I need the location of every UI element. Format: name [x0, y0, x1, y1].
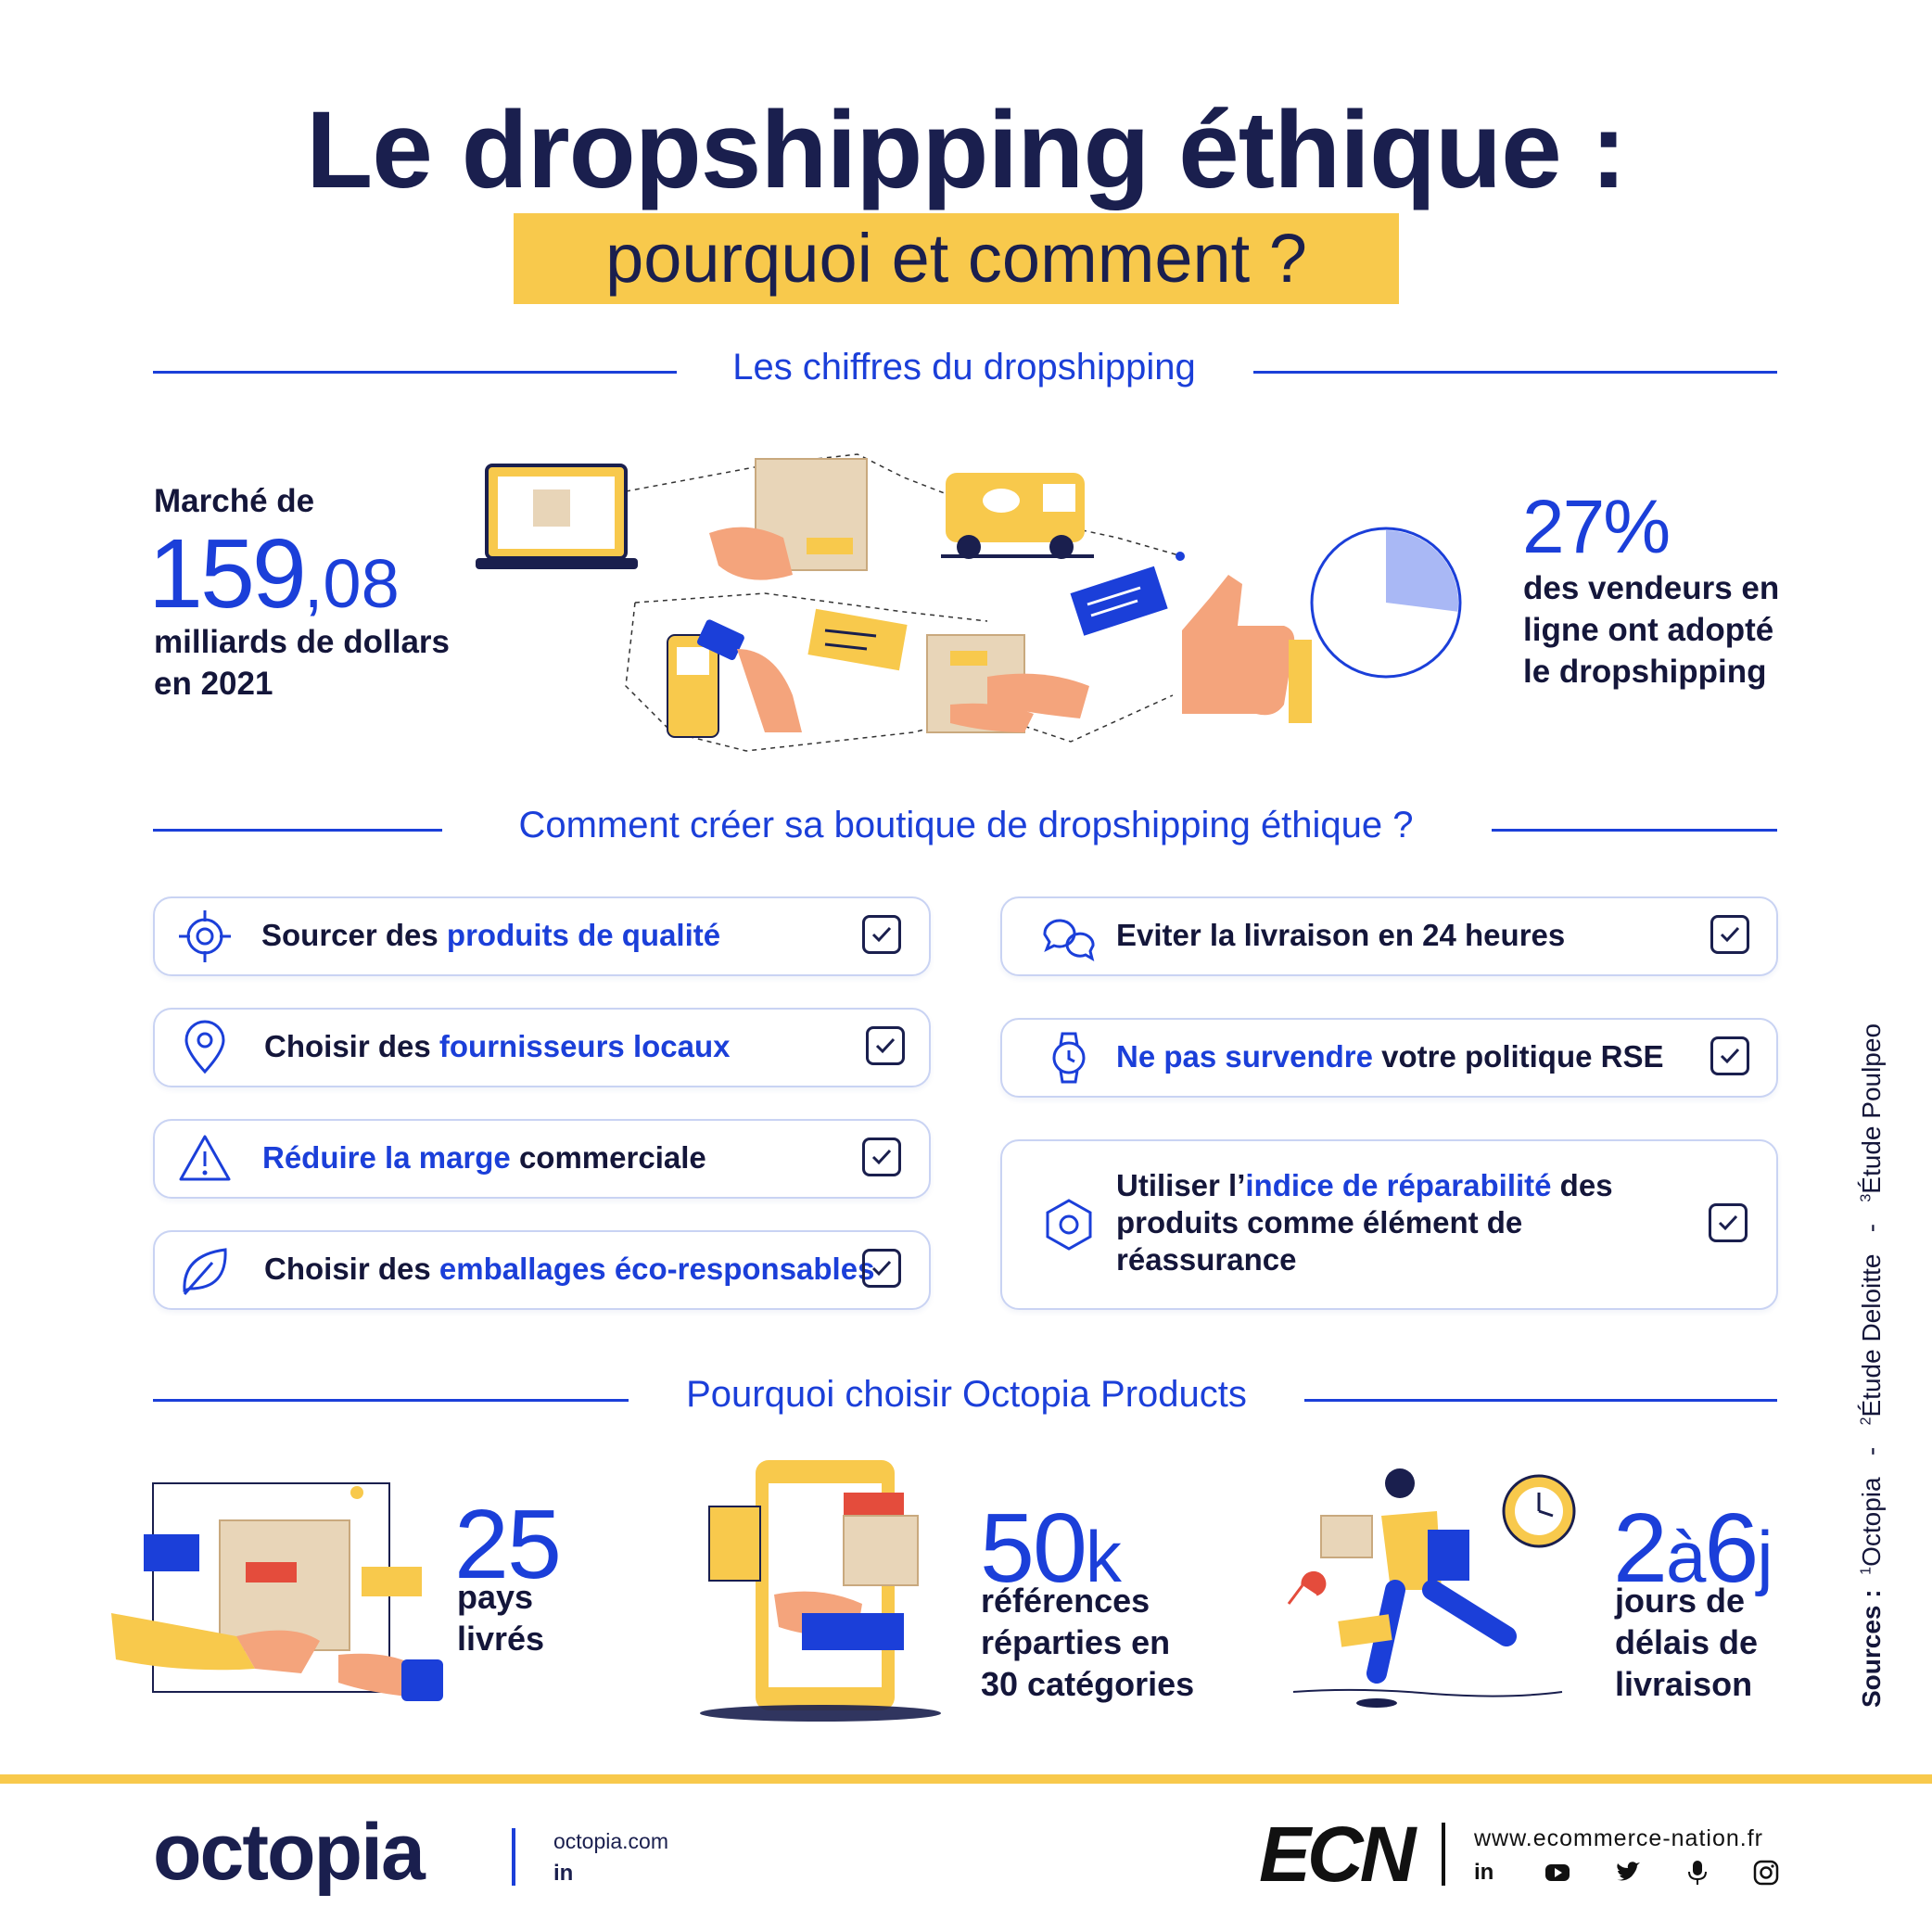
checklist-label: Eviter la livraison en 24 heures	[1116, 918, 1566, 952]
countries-label-2: livrés	[457, 1620, 545, 1658]
section-title-how: Comment créer sa boutique de dropshippin…	[518, 805, 1414, 845]
laptop-icon	[476, 464, 638, 569]
target-icon	[179, 910, 231, 962]
market-label-2: en 2021	[154, 666, 273, 702]
checkbox-checked[interactable]	[1710, 1036, 1749, 1075]
section-divider	[153, 1399, 629, 1402]
checkbox-checked[interactable]	[1709, 1203, 1748, 1242]
adoption-label-2: ligne ont adopté	[1523, 612, 1774, 648]
section-title-figures: Les chiffres du dropshipping	[732, 347, 1196, 388]
courier-running-illustration	[1287, 1468, 1576, 1708]
references-label-1: références	[981, 1582, 1150, 1620]
page-subtitle: pourquoi et comment ?	[605, 220, 1307, 297]
checklist-label: Choisir des fournisseurs locaux	[264, 1029, 731, 1063]
ecn-url-link[interactable]: www.ecommerce-nation.fr	[1474, 1825, 1763, 1851]
dropshipping-flow-illustration	[476, 453, 1312, 752]
twitter-icon[interactable]	[1613, 1859, 1641, 1887]
phone-shopping-illustration	[700, 1460, 941, 1722]
checklist-label: Réduire la marge commerciale	[262, 1140, 706, 1175]
checkbox-checked[interactable]	[866, 1026, 905, 1065]
checklist-card: Choisir des emballages éco-responsables	[153, 1230, 931, 1310]
checklist-card: Ne pas survendre votre politique RSE	[1000, 1018, 1778, 1098]
references-label-2: réparties en	[981, 1623, 1171, 1661]
package-delivery-icon	[926, 634, 1089, 733]
page-title: Le dropshipping éthique :	[306, 89, 1627, 211]
section-divider	[1304, 1399, 1777, 1402]
ecn-logo[interactable]: ECN	[1259, 1811, 1416, 1898]
section-divider	[1253, 371, 1777, 374]
payment-terminal-icon	[667, 619, 802, 738]
section-divider	[1492, 829, 1777, 832]
checklist-card: Réduire la marge commerciale	[153, 1119, 931, 1199]
references-value: 50k	[980, 1493, 1122, 1603]
instagram-icon[interactable]	[1752, 1859, 1780, 1887]
checklist-label-line-3: réassurance	[1116, 1242, 1297, 1277]
adoption-label-1: des vendeurs en	[1523, 570, 1780, 606]
footer-separator	[1442, 1823, 1445, 1886]
warning-icon	[179, 1135, 231, 1181]
chat-card	[1070, 566, 1168, 636]
market-prefix: Marché de	[154, 483, 315, 519]
hexagon-nut-icon	[1046, 1199, 1092, 1251]
countries-label-1: pays	[457, 1578, 534, 1616]
checklist-label-line-1: Utiliser l’indice de réparabilité des	[1116, 1168, 1613, 1202]
section-title-why: Pourquoi choisir Octopia Products	[686, 1374, 1247, 1415]
footer-separator	[512, 1828, 515, 1886]
checklist-card: Sourcer des produits de qualité	[153, 896, 931, 976]
checklist-label: Sourcer des produits de qualité	[261, 918, 721, 952]
leaf-icon	[183, 1248, 227, 1295]
adoption-value: 27%	[1522, 485, 1671, 569]
section-divider	[153, 829, 442, 832]
youtube-icon[interactable]	[1544, 1859, 1571, 1887]
chat-bubbles-icon	[1043, 919, 1095, 962]
section-divider	[153, 371, 677, 374]
watch-icon	[1052, 1032, 1086, 1084]
adoption-pie-slice	[1386, 530, 1458, 612]
delivery-label-3: livraison	[1615, 1665, 1753, 1703]
octopia-logo[interactable]: octopia	[153, 1808, 426, 1897]
checkbox-checked[interactable]	[1710, 915, 1749, 954]
thumbs-up-icon	[1182, 575, 1312, 723]
message-card	[807, 608, 908, 671]
subtitle-highlight	[514, 213, 1399, 304]
references-label-3: 30 catégories	[981, 1665, 1195, 1703]
market-label-1: milliards de dollars	[154, 624, 450, 660]
delivery-value: 2à6j	[1613, 1493, 1773, 1603]
delivery-label-2: délais de	[1615, 1623, 1759, 1661]
linkedin-icon[interactable]: in	[553, 1861, 574, 1886]
location-pin-icon	[184, 1020, 225, 1074]
checklist-label-line-2: produits comme élément de	[1116, 1205, 1523, 1239]
checklist-label: Choisir des emballages éco-responsables	[264, 1252, 875, 1286]
package-hand-icon	[709, 458, 868, 580]
checkbox-checked[interactable]	[862, 1138, 901, 1176]
market-value-int: 159	[148, 519, 307, 629]
checkbox-checked[interactable]	[862, 1249, 901, 1288]
checklist-card: Eviter la livraison en 24 heures	[1000, 896, 1778, 976]
checklist-card: Choisir des fournisseurs locaux	[153, 1008, 931, 1087]
checklist-card: Utiliser l’indice de réparabilité des pr…	[1000, 1139, 1778, 1310]
linkedin-icon[interactable]: in	[1474, 1860, 1494, 1885]
market-value: 159,08	[148, 525, 400, 623]
adoption-ring-chart	[1310, 527, 1462, 679]
adoption-ring	[1310, 527, 1462, 679]
footer-divider	[0, 1774, 1932, 1784]
podcast-microphone-icon[interactable]	[1684, 1859, 1711, 1887]
package-handover-illustration	[111, 1482, 443, 1701]
countries-value: 25	[454, 1490, 562, 1599]
octopia-url-link[interactable]: octopia.com	[553, 1829, 669, 1853]
checklist-label: Ne pas survendre votre politique RSE	[1116, 1039, 1664, 1074]
sources-note: Sources : 1Octopia - 2Étude Deloitte - 3…	[1857, 1023, 1886, 1708]
checkbox-checked[interactable]	[862, 915, 901, 954]
adoption-label-3: le dropshipping	[1523, 654, 1767, 690]
delivery-label-1: jours de	[1615, 1582, 1746, 1620]
delivery-van-icon	[941, 473, 1094, 559]
market-value-dec: ,08	[303, 545, 400, 622]
